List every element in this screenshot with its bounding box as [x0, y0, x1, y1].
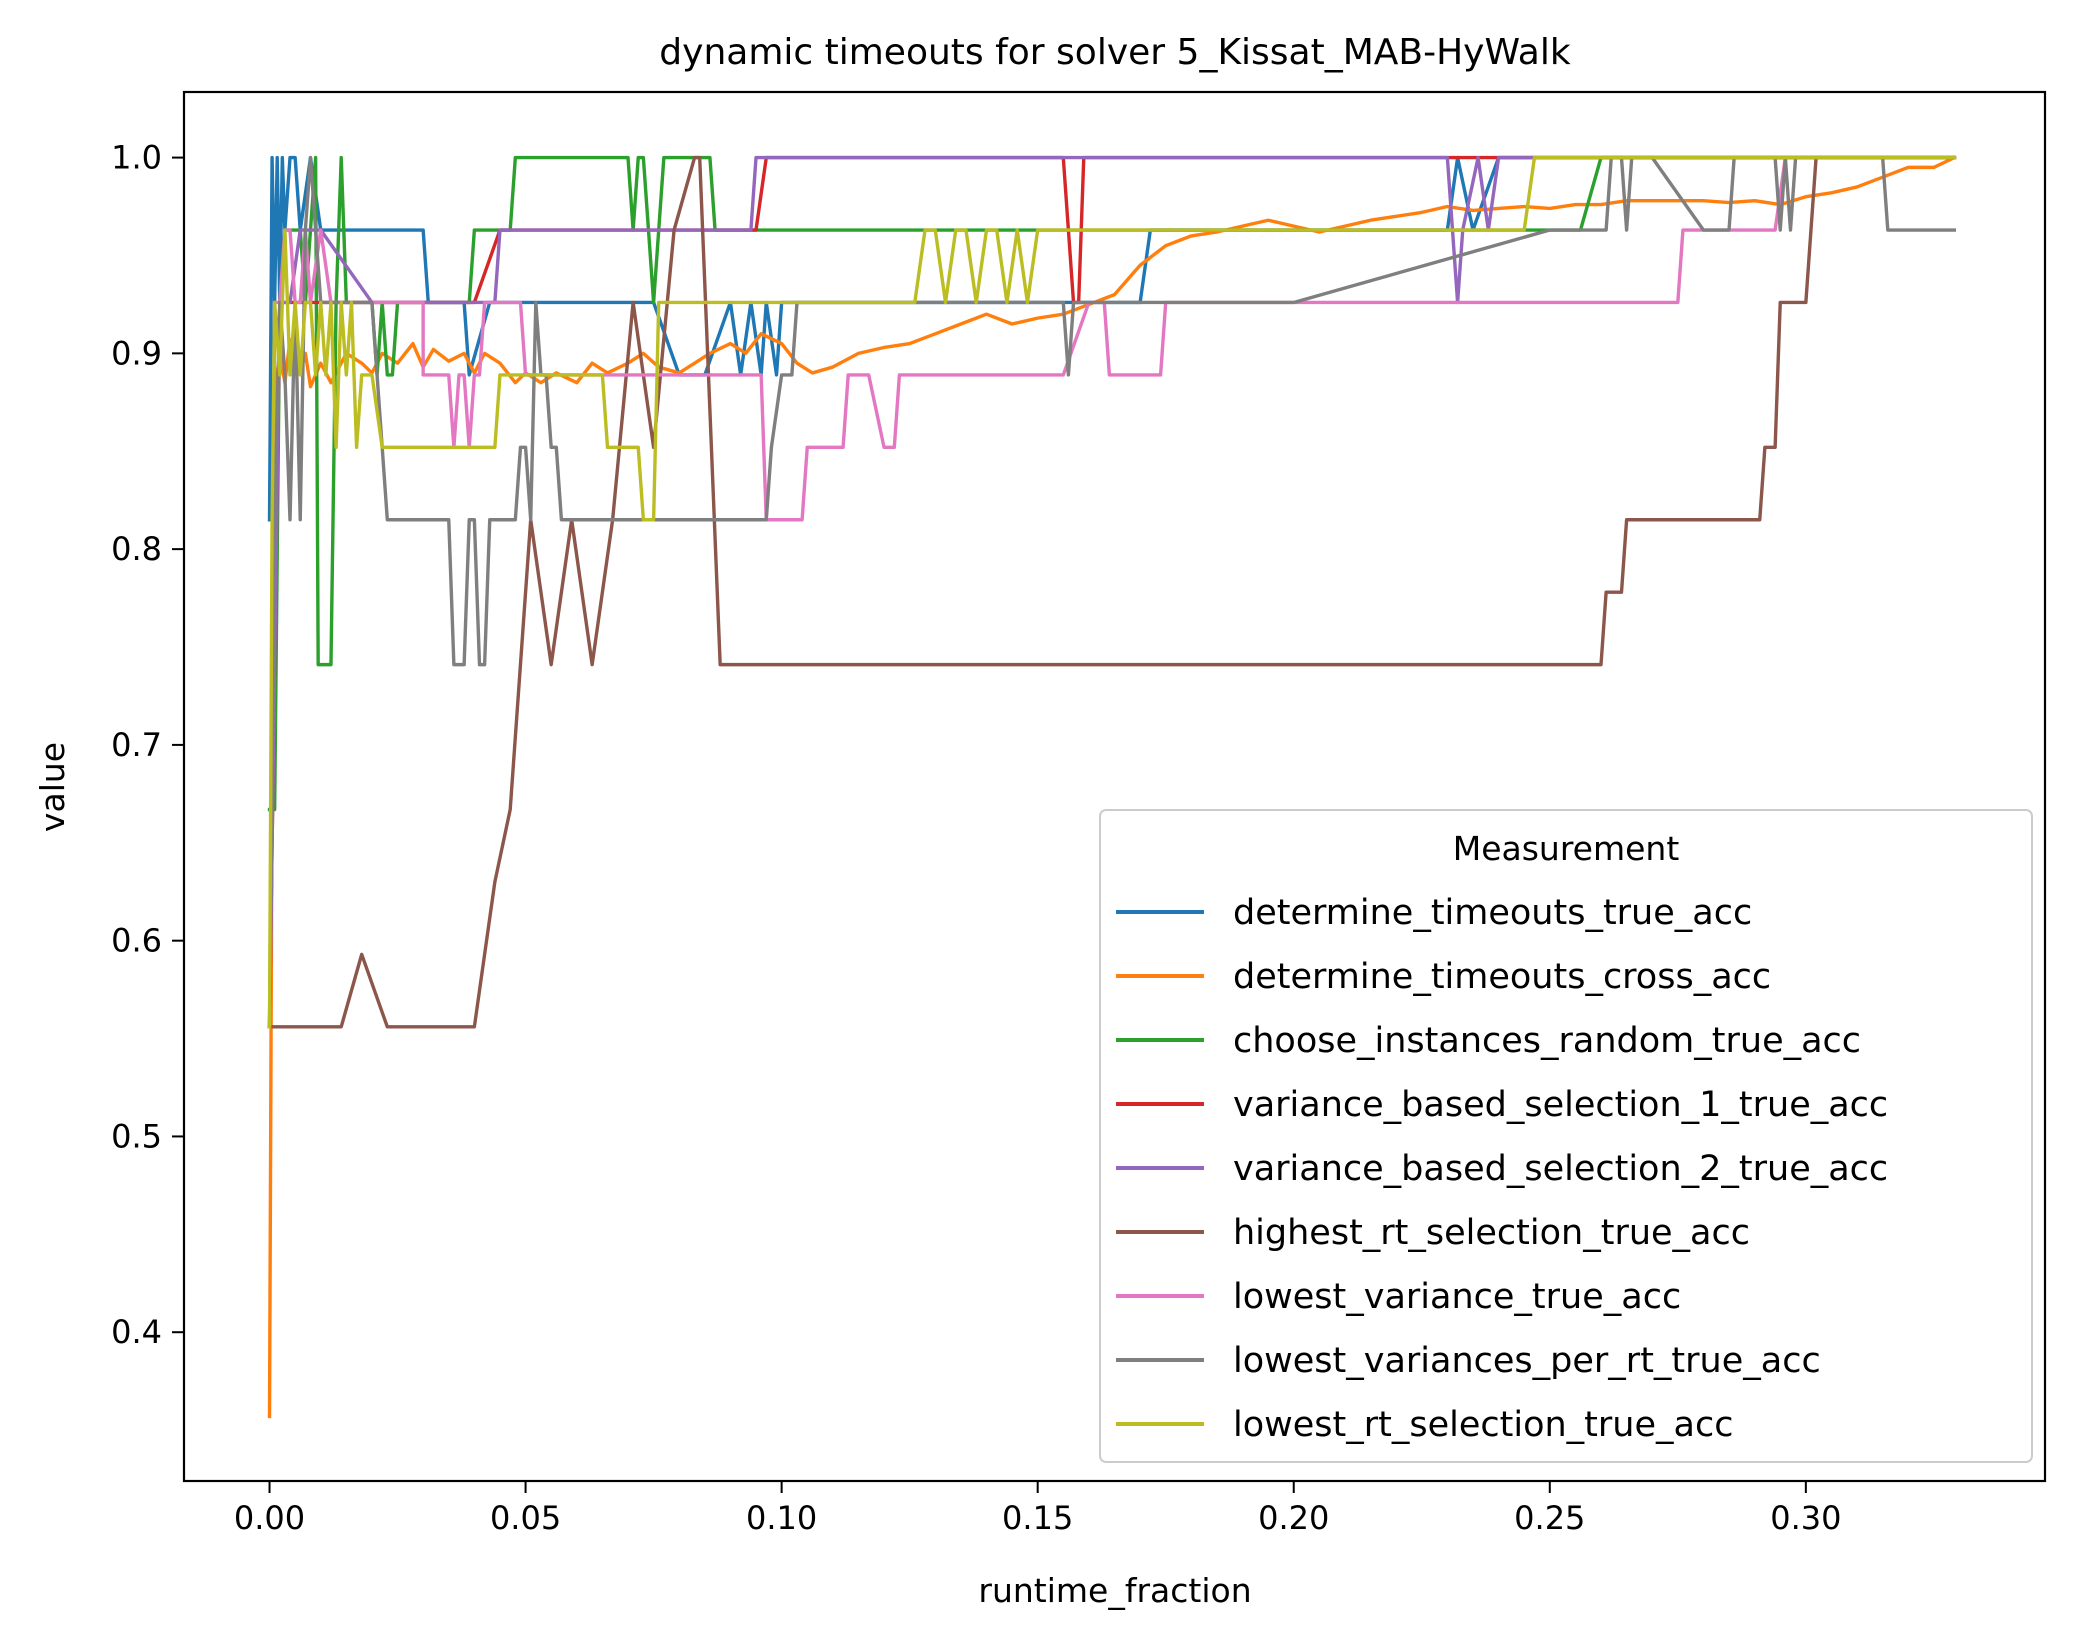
legend: Measurement determine_timeouts_true_accd…	[1099, 809, 2033, 1463]
legend-label-lowest-variances-per-rt-true-acc: lowest_variances_per_rt_true_acc	[1233, 1341, 1821, 1381]
y-axis-label: value	[33, 742, 72, 832]
legend-box	[1099, 809, 2033, 1463]
series-layer	[267, 155, 1957, 1419]
y-tick-label: 0.4	[111, 1313, 162, 1351]
series-line-highest-rt-selection-true-acc	[267, 155, 1957, 1029]
y-tick-label: 0.8	[111, 530, 162, 568]
legend-title: Measurement	[1453, 829, 1680, 868]
x-tick-label: 0.30	[1770, 1499, 1841, 1537]
legend-label-choose-instances-random-true-acc: choose_instances_random_true_acc	[1233, 1021, 1861, 1061]
legend-label-variance-based-selection-2-true-acc: variance_based_selection_2_true_acc	[1233, 1149, 1888, 1189]
y-tick-label: 1.0	[111, 139, 162, 177]
series-line-lowest-variances-per-rt-true-acc	[267, 155, 1957, 1029]
legend-label-determine-timeouts-true-acc: determine_timeouts_true_acc	[1233, 893, 1752, 933]
x-axis: 0.00 0.05 0.10 0.15 0.20 0.25 0.30	[234, 1481, 1841, 1537]
x-tick-label: 0.05	[490, 1499, 561, 1537]
legend-label-lowest-variance-true-acc: lowest_variance_true_acc	[1233, 1277, 1681, 1317]
series-line-lowest-rt-selection-true-acc	[267, 155, 1957, 1029]
x-tick-label: 0.25	[1514, 1499, 1585, 1537]
plot-area-frame	[182, 90, 2047, 1483]
x-tick-label: 0.10	[746, 1499, 817, 1537]
legend-label-determine-timeouts-cross-acc: determine_timeouts_cross_acc	[1233, 957, 1771, 997]
series-line-determine-timeouts-cross-acc	[267, 155, 1957, 1419]
legend-label-highest-rt-selection-true-acc: highest_rt_selection_true_acc	[1233, 1213, 1750, 1253]
series-line-variance-based-selection-2-true-acc	[267, 155, 1957, 1029]
y-tick-label: 0.9	[111, 334, 162, 372]
x-tick-label: 0.20	[1258, 1499, 1329, 1537]
legend-label-variance-based-selection-1-true-acc: variance_based_selection_1_true_acc	[1233, 1085, 1888, 1125]
y-tick-label: 0.6	[111, 922, 162, 960]
chart-title: dynamic timeouts for solver 5_Kissat_MAB…	[659, 32, 1571, 73]
y-tick-label: 0.7	[111, 726, 162, 764]
legend-label-lowest-rt-selection-true-acc: lowest_rt_selection_true_acc	[1233, 1405, 1733, 1445]
y-tick-label: 0.5	[111, 1117, 162, 1155]
x-tick-label: 0.15	[1002, 1499, 1073, 1537]
x-tick-label: 0.00	[234, 1499, 305, 1537]
x-axis-label: runtime_fraction	[978, 1571, 1251, 1610]
y-axis: 0.4 0.5 0.6 0.7 0.8 0.9 1.0	[111, 139, 184, 1351]
legend-entries: determine_timeouts_true_acc determine_tim…	[1116, 893, 1888, 1445]
